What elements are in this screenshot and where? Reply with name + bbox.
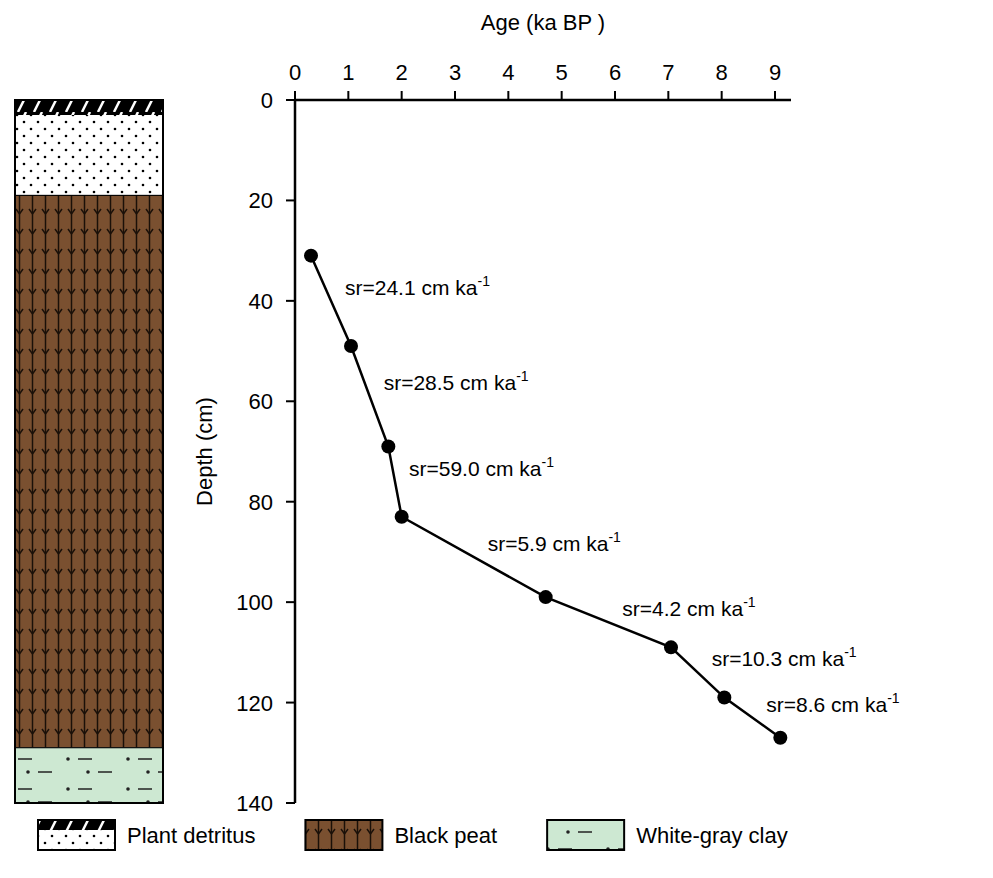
data-point <box>717 691 731 705</box>
legend-swatch <box>547 820 624 850</box>
sr-label: sr=8.6 cm ka-1 <box>766 690 899 716</box>
sr-label: sr=4.2 cm ka-1 <box>622 594 755 620</box>
x-tick <box>667 91 669 100</box>
x-tick-label: 2 <box>396 60 408 85</box>
data-point <box>664 640 678 654</box>
sr-label-text: sr=8.6 cm ka <box>766 693 887 716</box>
y-tick-label: 120 <box>236 691 273 716</box>
y-tick-label: 80 <box>249 490 273 515</box>
axes: 0 1 2 3 4 5 6 7 8 9 0 20 40 60 80 100 120 140 <box>236 60 791 816</box>
x-tick-label: 8 <box>716 60 728 85</box>
legend-label: Plant detritus <box>127 823 255 848</box>
data-point <box>344 339 358 353</box>
x-tick-label: 1 <box>342 60 354 85</box>
chart: 0 1 2 3 4 5 6 7 8 9 0 20 40 60 80 100 120 140 Age (ka BP )… <box>0 0 993 878</box>
column-layer <box>15 748 163 803</box>
x-tick-label: 3 <box>449 60 461 85</box>
x-axis-title: Age (ka BP ) <box>481 10 605 35</box>
sr-label: sr=59.0 cm ka-1 <box>409 454 554 480</box>
y-tick <box>286 501 295 503</box>
data-point <box>395 510 409 524</box>
y-axis <box>294 100 297 803</box>
x-tick-label: 7 <box>662 60 674 85</box>
sr-label-sup: -1 <box>844 644 857 660</box>
y-tick <box>286 802 295 804</box>
legend-label: Black peat <box>394 823 497 848</box>
sr-label-sup: -1 <box>477 273 490 289</box>
sr-label: sr=24.1 cm ka-1 <box>345 273 490 299</box>
column <box>15 100 163 803</box>
sr-label-text: sr=28.5 cm ka <box>384 371 517 394</box>
data-point <box>773 731 787 745</box>
x-tick <box>561 91 563 100</box>
x-tick <box>614 91 616 100</box>
x-tick-label: 9 <box>769 60 781 85</box>
legend-swatch-cap <box>39 821 114 830</box>
data-point <box>381 439 395 453</box>
sr-label: sr=28.5 cm ka-1 <box>384 368 529 394</box>
y-tick-label: 60 <box>249 389 273 414</box>
column-layer <box>15 195 163 747</box>
x-tick <box>507 91 509 100</box>
sr-label-text: sr=59.0 cm ka <box>409 457 542 480</box>
y-tick <box>286 702 295 704</box>
x-tick <box>401 91 403 100</box>
x-tick <box>454 91 456 100</box>
data-point <box>539 590 553 604</box>
sr-label-text: sr=10.3 cm ka <box>712 647 845 670</box>
sr-label: sr=5.9 cm ka-1 <box>488 529 621 555</box>
sr-label-sup: -1 <box>608 529 621 545</box>
y-tick-label: 20 <box>249 188 273 213</box>
y-tick <box>286 99 295 101</box>
sr-label-sup: -1 <box>516 368 529 384</box>
sr-label-sup: -1 <box>887 690 900 706</box>
y-tick-label: 140 <box>236 791 273 816</box>
column-layer <box>15 100 163 195</box>
x-tick <box>721 91 723 100</box>
column-layer-cap <box>15 100 163 115</box>
legend: Plant detritus Black peat White-gray clay <box>38 820 788 850</box>
x-tick-label: 4 <box>502 60 514 85</box>
x-tick-label: 0 <box>289 60 301 85</box>
y-tick-label: 40 <box>249 289 273 314</box>
x-axis <box>295 99 791 102</box>
y-axis-title: Depth (cm) <box>192 397 217 506</box>
y-tick-label: 100 <box>236 590 273 615</box>
x-tick <box>294 91 296 100</box>
data-point <box>304 249 318 263</box>
column-frame <box>15 100 163 803</box>
sr-label-text: sr=4.2 cm ka <box>622 597 743 620</box>
sr-label-sup: -1 <box>541 454 554 470</box>
y-tick <box>286 199 295 201</box>
legend-swatch <box>38 820 115 850</box>
x-tick <box>347 91 349 100</box>
sr-label-text: sr=5.9 cm ka <box>488 532 609 555</box>
x-tick <box>774 91 776 100</box>
x-tick-label: 6 <box>609 60 621 85</box>
x-tick-label: 5 <box>556 60 568 85</box>
legend-swatch <box>305 820 382 850</box>
y-tick <box>286 400 295 402</box>
y-tick <box>286 601 295 603</box>
age-depth-line <box>311 256 780 738</box>
y-tick-label: 0 <box>261 88 273 113</box>
sr-label-text: sr=24.1 cm ka <box>345 276 478 299</box>
sr-label-sup: -1 <box>743 594 756 610</box>
legend-label: White-gray clay <box>636 823 788 848</box>
y-tick <box>286 300 295 302</box>
sr-label: sr=10.3 cm ka-1 <box>712 644 857 670</box>
annotations: sr=24.1 cm ka-1sr=28.5 cm ka-1sr=59.0 cm… <box>345 273 900 716</box>
